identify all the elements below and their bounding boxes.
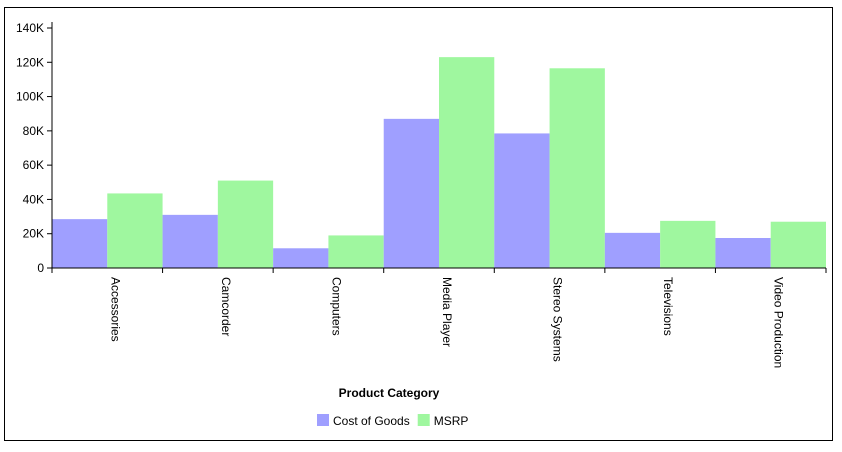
bar-cost-of-goods [273,248,329,268]
x-axis-title: Product Category [339,386,440,400]
y-tick-label: 120K [16,55,44,69]
legend-label: Cost of Goods [333,414,410,428]
x-tick-label: Stereo Systems [551,277,565,362]
legend-swatch [317,414,329,426]
bar-msrp [549,68,605,269]
x-tick-label: Media Player [440,277,454,347]
bars-group [52,57,826,269]
legend-swatch [417,414,430,426]
bar-cost-of-goods [162,214,218,268]
bar-msrp [439,57,495,269]
bar-msrp [660,220,716,268]
bar-msrp [107,193,163,268]
x-tick-label: Camcorder [219,277,233,336]
y-tick-label: 20K [23,227,44,241]
y-tick-label: 0 [37,261,44,275]
bar-msrp [770,221,826,268]
x-tick-label: Video Production [772,277,786,368]
bar-cost-of-goods [383,118,439,268]
x-tick-label: Accessories [108,277,122,342]
legend-label: MSRP [434,414,469,428]
y-tick-label: 80K [23,124,44,138]
bar-cost-of-goods [494,133,550,268]
y-tick-label: 100K [16,90,44,104]
y-tick-label: 60K [23,158,44,172]
x-axis: Accessories Camcorder Computers Media Playe… [51,267,827,368]
bar-cost-of-goods [715,238,771,268]
bar-msrp [328,235,384,268]
bar-msrp [217,180,274,268]
x-tick-label: Computers [329,277,343,336]
bar-cost-of-goods [52,219,108,268]
y-tick-label: 140K [16,21,44,35]
legend: Cost of Goods MSRP [317,414,468,428]
y-tick-label: 40K [23,192,44,206]
x-tick-label: Televisions [661,277,675,336]
y-axis: 0 20K 40K 60K 80K 100K 120K 140K [16,21,53,275]
bar-cost-of-goods [604,232,661,268]
